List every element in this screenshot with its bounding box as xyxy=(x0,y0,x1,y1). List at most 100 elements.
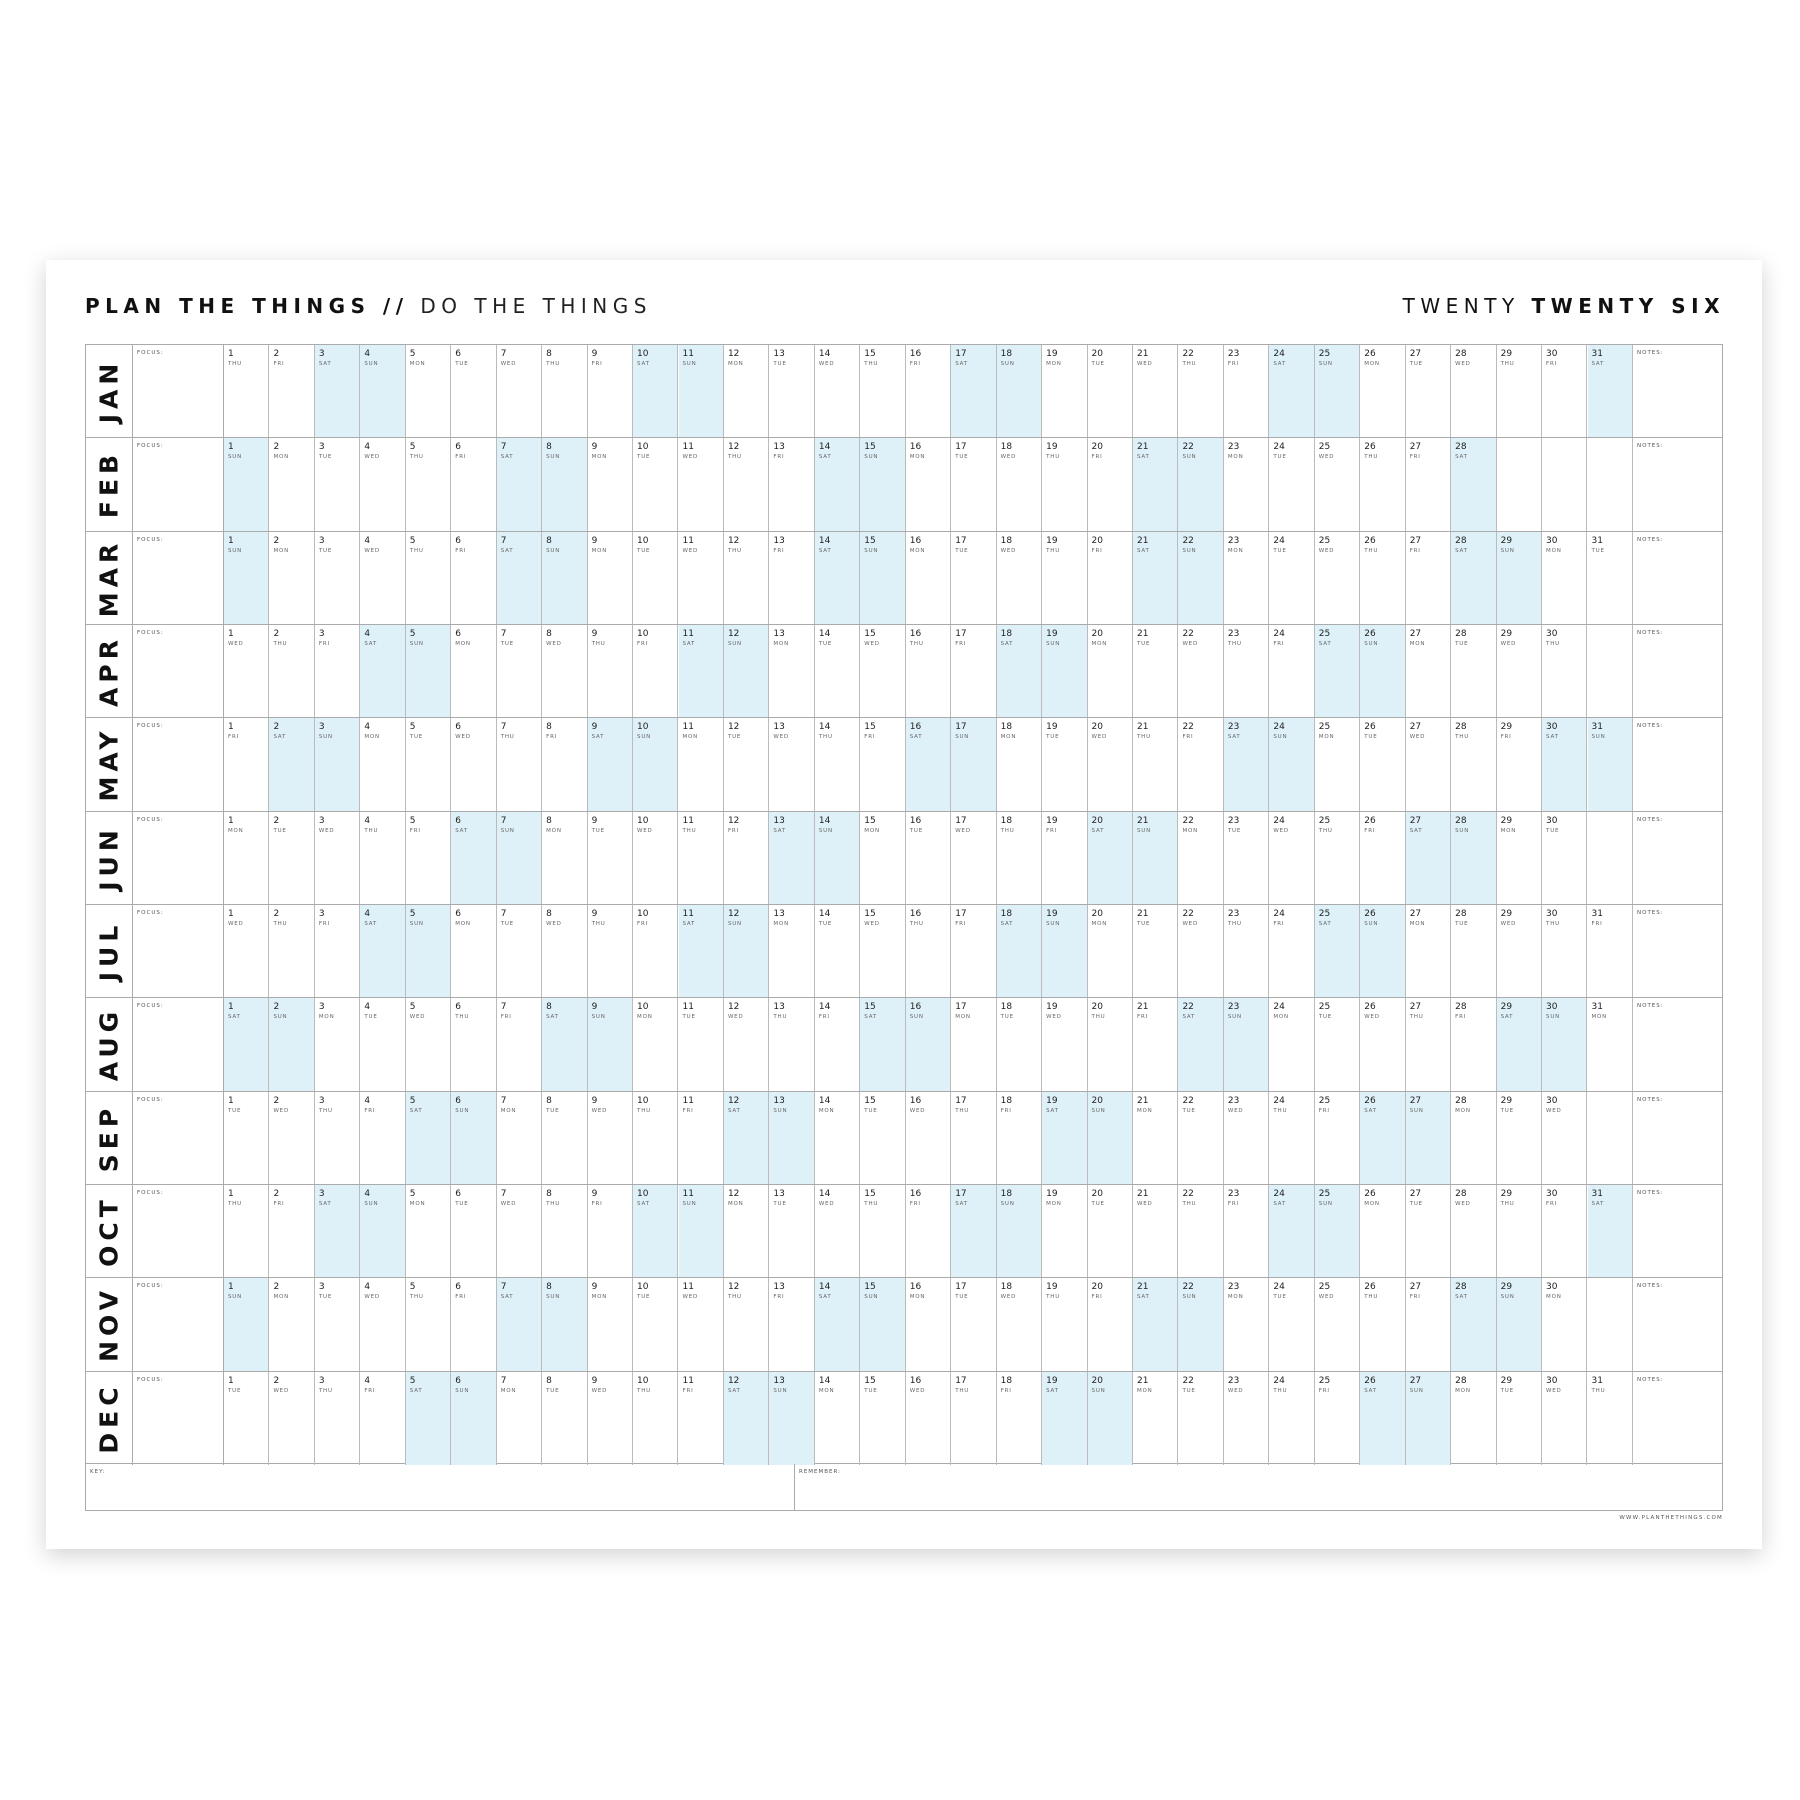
day-cell[interactable]: 21 MON xyxy=(1133,1371,1179,1465)
day-cell[interactable]: 7 TUE xyxy=(497,624,543,718)
day-cell[interactable]: 27 MON xyxy=(1406,904,1452,998)
day-cell[interactable]: 19 MON xyxy=(1042,345,1088,438)
day-cell[interactable]: 12 SUN xyxy=(723,904,770,998)
day-cell[interactable]: 22 WED xyxy=(1178,904,1224,998)
day-cell[interactable]: 9 MON xyxy=(588,531,634,624)
day-cell[interactable]: 31 SUN xyxy=(1587,718,1633,811)
day-cell[interactable]: 17 TUE xyxy=(951,1278,997,1371)
day-cell[interactable]: 19 THU xyxy=(1042,438,1088,531)
day-cell[interactable]: 12 THU xyxy=(724,438,770,531)
day-cell[interactable]: 19 TUE xyxy=(1042,718,1088,811)
day-cell[interactable]: 19 SUN xyxy=(1042,904,1088,998)
day-cell[interactable]: 27 FRI xyxy=(1406,1278,1452,1371)
day-cell[interactable]: 15 THU xyxy=(860,345,906,438)
day-cell[interactable]: 12 THU xyxy=(724,531,770,624)
day-cell[interactable]: 20 WED xyxy=(1088,718,1133,811)
day-cell[interactable]: 18 TUE xyxy=(997,998,1043,1091)
day-cell[interactable]: 6 TUE xyxy=(451,345,497,438)
day-cell[interactable]: 9 SAT xyxy=(587,718,634,811)
day-cell[interactable]: 5 SUN xyxy=(405,904,452,998)
focus-box[interactable]: FOCUS: xyxy=(133,345,224,438)
day-cell[interactable]: 29 THU xyxy=(1497,1184,1543,1278)
focus-box[interactable]: FOCUS: xyxy=(133,718,224,811)
day-cell[interactable]: 13 SAT xyxy=(769,811,815,904)
day-cell[interactable]: 21 TUE xyxy=(1133,624,1179,718)
day-cell[interactable]: 5 SAT xyxy=(405,1091,452,1184)
day-cell[interactable]: 31 FRI xyxy=(1588,904,1633,998)
day-cell[interactable]: 15 SUN xyxy=(860,438,906,531)
day-cell[interactable]: 12 SAT xyxy=(723,1371,770,1465)
day-cell[interactable]: 11 FRI xyxy=(679,1091,724,1184)
day-cell[interactable]: 30 MON xyxy=(1542,1278,1588,1371)
day-cell[interactable]: 2 FRI xyxy=(269,345,315,438)
day-cell[interactable]: 19 SAT xyxy=(1042,1371,1088,1465)
day-cell[interactable]: 29 SUN xyxy=(1496,1278,1543,1371)
day-cell[interactable]: 4 TUE xyxy=(360,998,406,1091)
day-cell[interactable]: 10 TUE xyxy=(633,1278,679,1371)
day-cell[interactable]: 23 THU xyxy=(1224,904,1270,998)
day-cell[interactable]: 8 SAT xyxy=(542,998,588,1091)
day-cell[interactable]: 21 WED xyxy=(1133,345,1179,438)
day-cell[interactable]: 23 FRI xyxy=(1224,1184,1270,1278)
day-cell[interactable]: 5 FRI xyxy=(406,811,452,904)
day-cell[interactable]: 5 SUN xyxy=(405,624,452,718)
day-cell[interactable]: 23 FRI xyxy=(1224,345,1270,438)
day-cell[interactable]: 18 SAT xyxy=(996,624,1043,718)
day-cell[interactable]: 24 THU xyxy=(1269,1091,1315,1184)
day-cell[interactable]: 14 SAT xyxy=(814,438,861,531)
day-cell[interactable]: 11 MON xyxy=(679,718,724,811)
day-cell[interactable]: 11 TUE xyxy=(679,998,724,1091)
day-cell[interactable]: 22 THU xyxy=(1178,345,1224,438)
day-cell[interactable]: 26 WED xyxy=(1360,998,1406,1091)
day-cell[interactable]: 9 MON xyxy=(588,438,634,531)
day-cell[interactable]: 16 MON xyxy=(906,531,952,624)
day-cell[interactable]: 3 FRI xyxy=(315,904,361,998)
day-cell[interactable]: 4 SUN xyxy=(360,345,406,438)
day-cell[interactable]: 30 FRI xyxy=(1542,345,1588,438)
day-cell[interactable]: 20 FRI xyxy=(1088,1278,1133,1371)
day-cell[interactable]: 16 TUE xyxy=(906,811,952,904)
day-cell[interactable]: 27 FRI xyxy=(1406,531,1452,624)
day-cell[interactable]: 8 TUE xyxy=(542,1371,588,1465)
notes-box[interactable]: NOTES: xyxy=(1633,812,1722,904)
day-cell[interactable]: 23 WED xyxy=(1224,1091,1270,1184)
day-cell[interactable]: 17 SUN xyxy=(951,718,997,811)
day-cell[interactable]: 10 SUN xyxy=(633,718,679,811)
day-cell[interactable]: 6 TUE xyxy=(451,1184,497,1278)
day-cell[interactable]: 12 MON xyxy=(724,1184,770,1278)
day-cell[interactable]: 6 MON xyxy=(451,624,497,718)
day-cell[interactable]: 29 SUN xyxy=(1496,531,1543,624)
day-cell[interactable]: 4 FRI xyxy=(360,1371,406,1465)
day-cell[interactable]: 14 SUN xyxy=(814,811,861,904)
day-cell[interactable]: 17 TUE xyxy=(951,531,997,624)
day-cell[interactable]: 26 SAT xyxy=(1360,1091,1406,1184)
day-cell[interactable]: 12 SUN xyxy=(723,624,770,718)
focus-box[interactable]: FOCUS: xyxy=(133,1278,224,1371)
day-cell[interactable]: 27 FRI xyxy=(1406,438,1452,531)
day-cell[interactable]: 13 MON xyxy=(769,624,815,718)
day-cell[interactable]: 7 MON xyxy=(497,1371,543,1465)
day-cell[interactable]: 2 WED xyxy=(269,1091,315,1184)
day-cell[interactable]: 19 WED xyxy=(1042,998,1088,1091)
day-cell[interactable]: 27 TUE xyxy=(1406,345,1452,438)
day-cell[interactable]: 1 SAT xyxy=(224,998,270,1091)
focus-box[interactable]: FOCUS: xyxy=(133,1184,224,1278)
day-cell[interactable]: 8 TUE xyxy=(542,1091,588,1184)
day-cell[interactable]: 3 FRI xyxy=(315,624,361,718)
day-cell[interactable]: 26 THU xyxy=(1360,1278,1406,1371)
day-cell[interactable]: 10 FRI xyxy=(633,904,679,998)
day-cell[interactable]: 14 TUE xyxy=(815,904,861,998)
day-cell[interactable]: 30 TUE xyxy=(1542,811,1588,904)
day-cell[interactable]: 13 SUN xyxy=(769,1091,815,1184)
day-cell[interactable]: 28 TUE xyxy=(1451,904,1497,998)
day-cell[interactable]: 15 FRI xyxy=(860,718,906,811)
day-cell[interactable]: 12 TUE xyxy=(724,718,770,811)
day-cell[interactable]: 30 WED xyxy=(1542,1091,1588,1184)
day-cell[interactable]: 30 WED xyxy=(1542,1371,1588,1465)
day-cell[interactable]: 10 WED xyxy=(633,811,679,904)
day-cell[interactable]: 26 THU xyxy=(1360,531,1406,624)
day-cell[interactable]: 14 WED xyxy=(815,1184,861,1278)
day-cell[interactable]: 7 SAT xyxy=(496,531,543,624)
day-cell[interactable]: 13 FRI xyxy=(769,1278,815,1371)
day-cell[interactable]: 2 THU xyxy=(269,904,315,998)
